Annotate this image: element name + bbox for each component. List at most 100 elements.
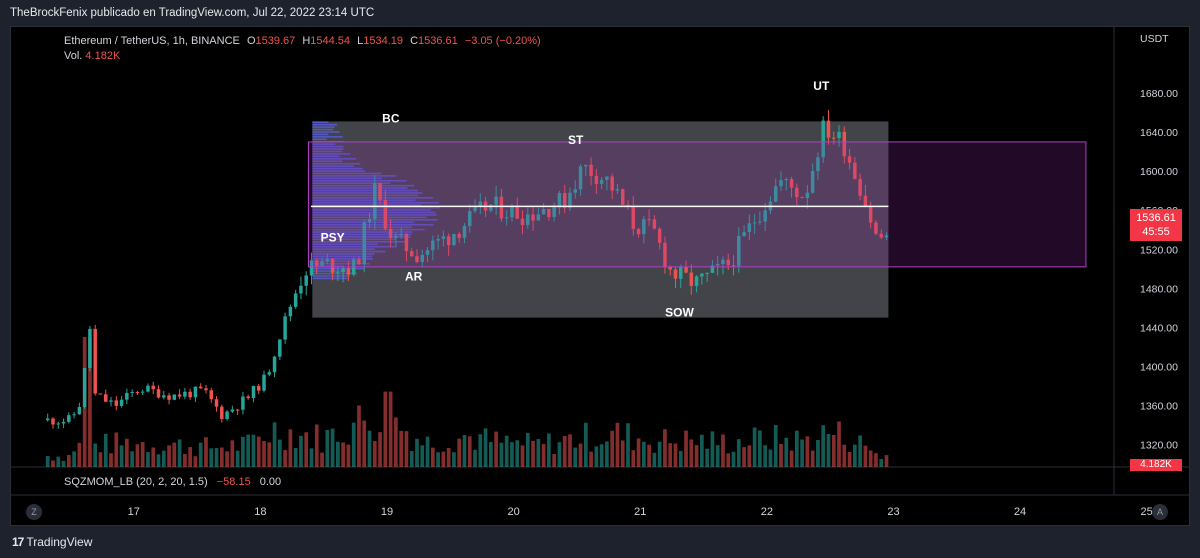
volume-profile-bar (312, 128, 334, 131)
volume-bar (874, 453, 878, 467)
candle-body (320, 261, 324, 266)
volume-bar (404, 431, 409, 467)
annotation-ut: UT (813, 79, 830, 93)
candle-body (267, 372, 272, 375)
volume-profile-bar (312, 226, 412, 228)
volume-profile-bar (312, 155, 340, 158)
volume-profile-bar (312, 194, 419, 197)
volume-label: Vol. (64, 50, 83, 62)
volume-bar (241, 436, 245, 467)
volume-bar (810, 450, 815, 467)
candle-body (573, 189, 577, 193)
volume-bar (520, 445, 525, 467)
volume-bar (726, 453, 731, 467)
candle-body (151, 385, 155, 390)
volume-profile-bar (312, 160, 343, 163)
volume-bar (842, 444, 847, 467)
volume-profile-bar (312, 150, 342, 153)
volume-profile-bar (312, 143, 336, 145)
volume-bar (610, 430, 615, 467)
volume-bar (394, 417, 398, 467)
volume-bar (620, 440, 625, 467)
candle-body (109, 400, 113, 402)
volume-profile-bar (312, 262, 370, 265)
candle-body (114, 400, 119, 406)
price-chart[interactable]: BC ST UT PSY AR SOW USDT 1320.00 1360.00 1400.00 1… (11, 27, 1190, 526)
last-price: 1536.61 (1136, 212, 1176, 224)
volume-bar (541, 444, 546, 467)
candle-body (578, 166, 583, 190)
tradingview-logo[interactable]: 17 TradingView (12, 535, 92, 549)
candle-body (283, 316, 287, 340)
candle-body (689, 272, 694, 287)
volume-profile-bar (312, 275, 350, 277)
candle-body (652, 219, 657, 229)
volume-profile-bar (312, 248, 375, 250)
volume-bar (673, 443, 678, 467)
candle-body (763, 210, 767, 222)
volume-bar (868, 450, 873, 467)
volume-bar (583, 422, 588, 467)
volume-bar (288, 429, 293, 467)
volume-bar (657, 441, 662, 467)
volume-bar (800, 439, 804, 467)
volume-bar (283, 450, 287, 467)
volume-bar (262, 440, 266, 467)
candle-body (367, 219, 372, 223)
volume-bar (847, 452, 852, 467)
candle-body (125, 392, 129, 400)
volume-profile-bar (312, 165, 355, 167)
candle-body (156, 389, 161, 398)
symbol-label[interactable]: Ethereum / TetherUS, 1h, BINANCE (64, 35, 240, 47)
volume-profile-bar (312, 145, 344, 148)
y-tick-label: 1680.00 (1140, 88, 1178, 100)
candle-body (879, 233, 883, 238)
candle-body (341, 268, 345, 273)
volume-bar (525, 432, 530, 467)
volume-bar (483, 428, 488, 467)
volume-bar (156, 454, 161, 467)
candle-body (494, 196, 498, 205)
volume-bar (794, 430, 799, 467)
volume-bar (578, 443, 583, 467)
volume-bar (789, 450, 794, 467)
auto-scale-button[interactable]: A (1152, 504, 1168, 520)
candle-body (188, 391, 192, 398)
candle-body (826, 120, 831, 138)
candle-body (747, 223, 752, 233)
annotation-ar: AR (405, 270, 423, 284)
volume-profile-bar (312, 148, 344, 150)
volume-bar (430, 447, 435, 467)
volume-bar (805, 436, 810, 467)
candle-body (773, 186, 778, 202)
candle-body (584, 164, 588, 167)
volume-bar (589, 451, 593, 467)
volume-bar (388, 391, 393, 467)
y-tick-label: 1360.00 (1140, 400, 1178, 412)
indicator-name: SQZMOM_LB (20, 2, 20, 1.5) (64, 476, 208, 488)
chart-panel[interactable]: BC ST UT PSY AR SOW USDT 1320.00 1360.00 1400.00 1… (10, 26, 1190, 526)
volume-profile-bar (312, 231, 413, 233)
candle-body (657, 228, 662, 243)
candle-body (198, 386, 203, 389)
volume-profile-bar (312, 270, 346, 272)
candle-body (779, 180, 783, 187)
indicator-legend[interactable]: SQZMOM_LB (20, 2, 20, 1.5) −58.15 0.00 (64, 476, 281, 488)
volume-bar (351, 422, 356, 467)
zoom-button[interactable]: Z (26, 504, 42, 520)
candle-body (731, 265, 736, 267)
volume-bar (821, 425, 826, 467)
volume-bar (177, 439, 182, 467)
candle-body (172, 394, 177, 400)
volume-bar (204, 437, 208, 467)
volume-bar (478, 434, 483, 467)
volume-bar (72, 451, 76, 467)
candle-body (758, 221, 762, 223)
candle-body (251, 385, 256, 399)
annotation-bc: BC (382, 111, 400, 125)
candle-body (330, 258, 335, 273)
candle-body (135, 391, 140, 393)
volume-profile-bar (312, 182, 391, 185)
volume-bar (605, 441, 609, 467)
volume-bar (663, 429, 667, 467)
